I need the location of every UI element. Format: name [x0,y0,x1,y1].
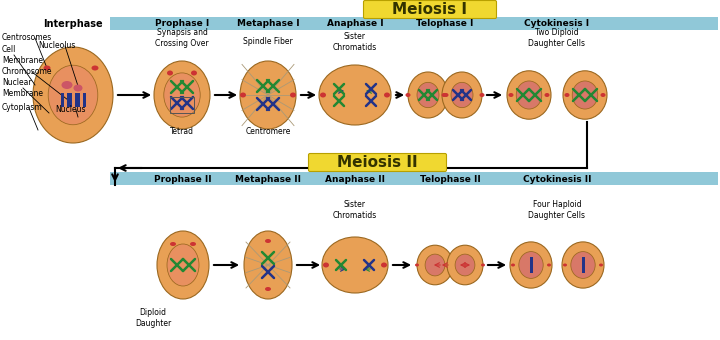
Ellipse shape [323,262,329,268]
Ellipse shape [444,93,449,97]
Text: Two Diploid
Daughter Cells: Two Diploid Daughter Cells [528,28,585,48]
Text: Sister
Chromatids: Sister Chromatids [333,200,377,220]
FancyBboxPatch shape [364,0,497,18]
Ellipse shape [451,82,473,108]
Ellipse shape [322,237,388,293]
Text: Tetrad: Tetrad [170,126,194,136]
Ellipse shape [73,85,83,91]
Bar [170,97,194,113]
Ellipse shape [244,231,292,299]
Ellipse shape [167,244,199,286]
Ellipse shape [164,73,200,117]
Ellipse shape [265,239,271,243]
Text: Chromosome: Chromosome [2,68,53,76]
Bar [110,17,718,30]
Ellipse shape [265,287,271,291]
Ellipse shape [167,70,173,75]
Ellipse shape [563,71,607,119]
Ellipse shape [43,66,50,70]
Ellipse shape [61,81,73,89]
Ellipse shape [562,242,604,288]
Ellipse shape [290,92,296,98]
Text: Metaphase I: Metaphase I [237,19,300,29]
Bar [76,93,79,107]
Text: Four Haploid
Daughter Cells: Four Haploid Daughter Cells [528,200,585,220]
Text: Meiosis I: Meiosis I [392,2,467,17]
Ellipse shape [480,93,485,97]
Bar [83,93,86,107]
Bar [74,93,78,107]
Ellipse shape [425,254,445,276]
Text: Prophase II: Prophase II [154,174,212,184]
Ellipse shape [481,264,485,267]
Ellipse shape [408,72,448,118]
Text: Nucleolus: Nucleolus [38,41,76,51]
Ellipse shape [455,254,475,276]
Text: Telophase I: Telophase I [416,19,474,29]
Text: Interphase: Interphase [43,19,103,29]
Text: Centrosomes: Centrosomes [2,34,53,42]
Ellipse shape [320,92,326,98]
Text: Cytokinesis I: Cytokinesis I [524,19,590,29]
Ellipse shape [240,92,246,98]
Bar [68,93,71,107]
Ellipse shape [547,264,551,267]
Text: Nuclear
Membrane: Nuclear Membrane [2,78,43,98]
Text: Prophase I: Prophase I [155,19,209,29]
Ellipse shape [190,242,196,246]
Text: Cytokinesis II: Cytokinesis II [523,174,591,184]
Ellipse shape [563,264,567,267]
Text: Anaphase I: Anaphase I [327,19,383,29]
Ellipse shape [564,93,570,97]
Bar [66,93,70,107]
Ellipse shape [417,82,439,108]
Ellipse shape [507,71,551,119]
Ellipse shape [91,66,99,70]
FancyBboxPatch shape [308,153,446,171]
Ellipse shape [191,70,197,75]
Bar [582,257,585,273]
Ellipse shape [157,231,209,299]
Text: Cytoplasm: Cytoplasm [2,103,42,113]
Ellipse shape [170,242,176,246]
Text: Meiosis II: Meiosis II [337,155,418,170]
Ellipse shape [405,93,410,97]
Ellipse shape [384,92,390,98]
Text: Cell
Membrane: Cell Membrane [2,45,43,65]
Text: Anaphase II: Anaphase II [325,174,385,184]
Ellipse shape [33,47,113,143]
Bar [110,172,718,185]
Text: Centromere: Centromere [246,126,291,136]
Text: Spindle Fiber: Spindle Fiber [243,37,293,47]
Ellipse shape [441,93,446,97]
Ellipse shape [571,252,595,278]
Ellipse shape [516,81,541,109]
Ellipse shape [319,65,391,125]
Text: Telophase II: Telophase II [420,174,480,184]
Ellipse shape [154,61,210,129]
Ellipse shape [599,264,603,267]
Bar [529,257,533,273]
Bar [60,93,63,107]
Ellipse shape [508,93,513,97]
Text: Diploid
Daughter: Diploid Daughter [135,308,171,328]
Ellipse shape [48,65,98,125]
Ellipse shape [381,262,387,268]
Ellipse shape [511,264,515,267]
Ellipse shape [572,81,598,109]
Text: Synapsis and
Crossing Over: Synapsis and Crossing Over [156,28,209,48]
Ellipse shape [415,264,419,267]
Ellipse shape [544,93,549,97]
Ellipse shape [519,252,543,278]
Ellipse shape [510,242,552,288]
Ellipse shape [240,61,296,129]
Text: Sister
Chromatids: Sister Chromatids [333,32,377,52]
Text: Metaphase II: Metaphase II [235,174,301,184]
Ellipse shape [600,93,606,97]
Ellipse shape [447,245,483,285]
Ellipse shape [417,245,453,285]
Text: Nucleus: Nucleus [55,105,86,115]
Ellipse shape [442,72,482,118]
